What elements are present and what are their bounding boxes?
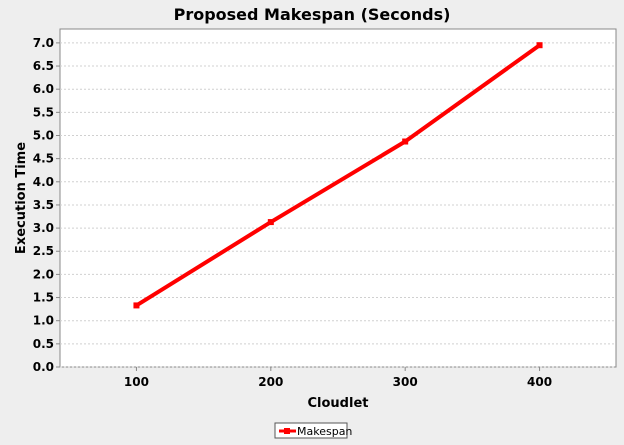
- legend-marker-swatch: [284, 428, 290, 434]
- y-tick-label: 1.5: [33, 291, 54, 305]
- y-tick-label: 6.5: [33, 59, 54, 73]
- y-tick-label: 4.5: [33, 152, 54, 166]
- data-point-marker: [402, 138, 409, 145]
- y-tick-label: 7.0: [33, 36, 54, 50]
- data-point-marker: [536, 42, 543, 49]
- y-tick-label: 6.0: [33, 82, 54, 96]
- x-tick-label: 400: [527, 375, 552, 389]
- data-point-marker: [267, 219, 274, 226]
- y-tick-label: 2.0: [33, 267, 54, 281]
- x-axis-label: Cloudlet: [308, 396, 369, 411]
- y-axis-label: Execution Time: [14, 142, 29, 254]
- y-tick-label: 4.0: [33, 175, 54, 189]
- chart-title: Proposed Makespan (Seconds): [174, 5, 451, 24]
- series-line-makespan: [135, 43, 541, 308]
- series-layer: [133, 42, 543, 309]
- y-tick-label: 0.0: [33, 360, 54, 374]
- legend-box: [274, 422, 348, 439]
- y-tick-label: 5.0: [33, 128, 54, 142]
- y-tick-label: 3.5: [33, 198, 54, 212]
- y-tick-label: 1.0: [33, 314, 54, 328]
- y-tick-label: 0.5: [33, 337, 54, 351]
- y-tick-label: 3.0: [33, 221, 54, 235]
- x-tick-label: 300: [393, 375, 418, 389]
- y-tick-label: 5.5: [33, 105, 54, 119]
- x-axis-ticks: 100 200 300 400: [124, 367, 552, 389]
- y-axis-ticks: 0.0 0.5 1.0 1.5 2.0 2.5 3.0 3.5 4.0 4.5 5.0 5.5 6.0 6…: [33, 36, 60, 374]
- x-tick-label: 100: [124, 375, 149, 389]
- legend: Makespan: [274, 422, 352, 439]
- plot-area: [59, 28, 617, 368]
- data-point-marker: [133, 302, 140, 309]
- y-tick-label: 2.5: [33, 244, 54, 258]
- legend-label: Makespan: [297, 425, 352, 438]
- x-tick-label: 200: [258, 375, 283, 389]
